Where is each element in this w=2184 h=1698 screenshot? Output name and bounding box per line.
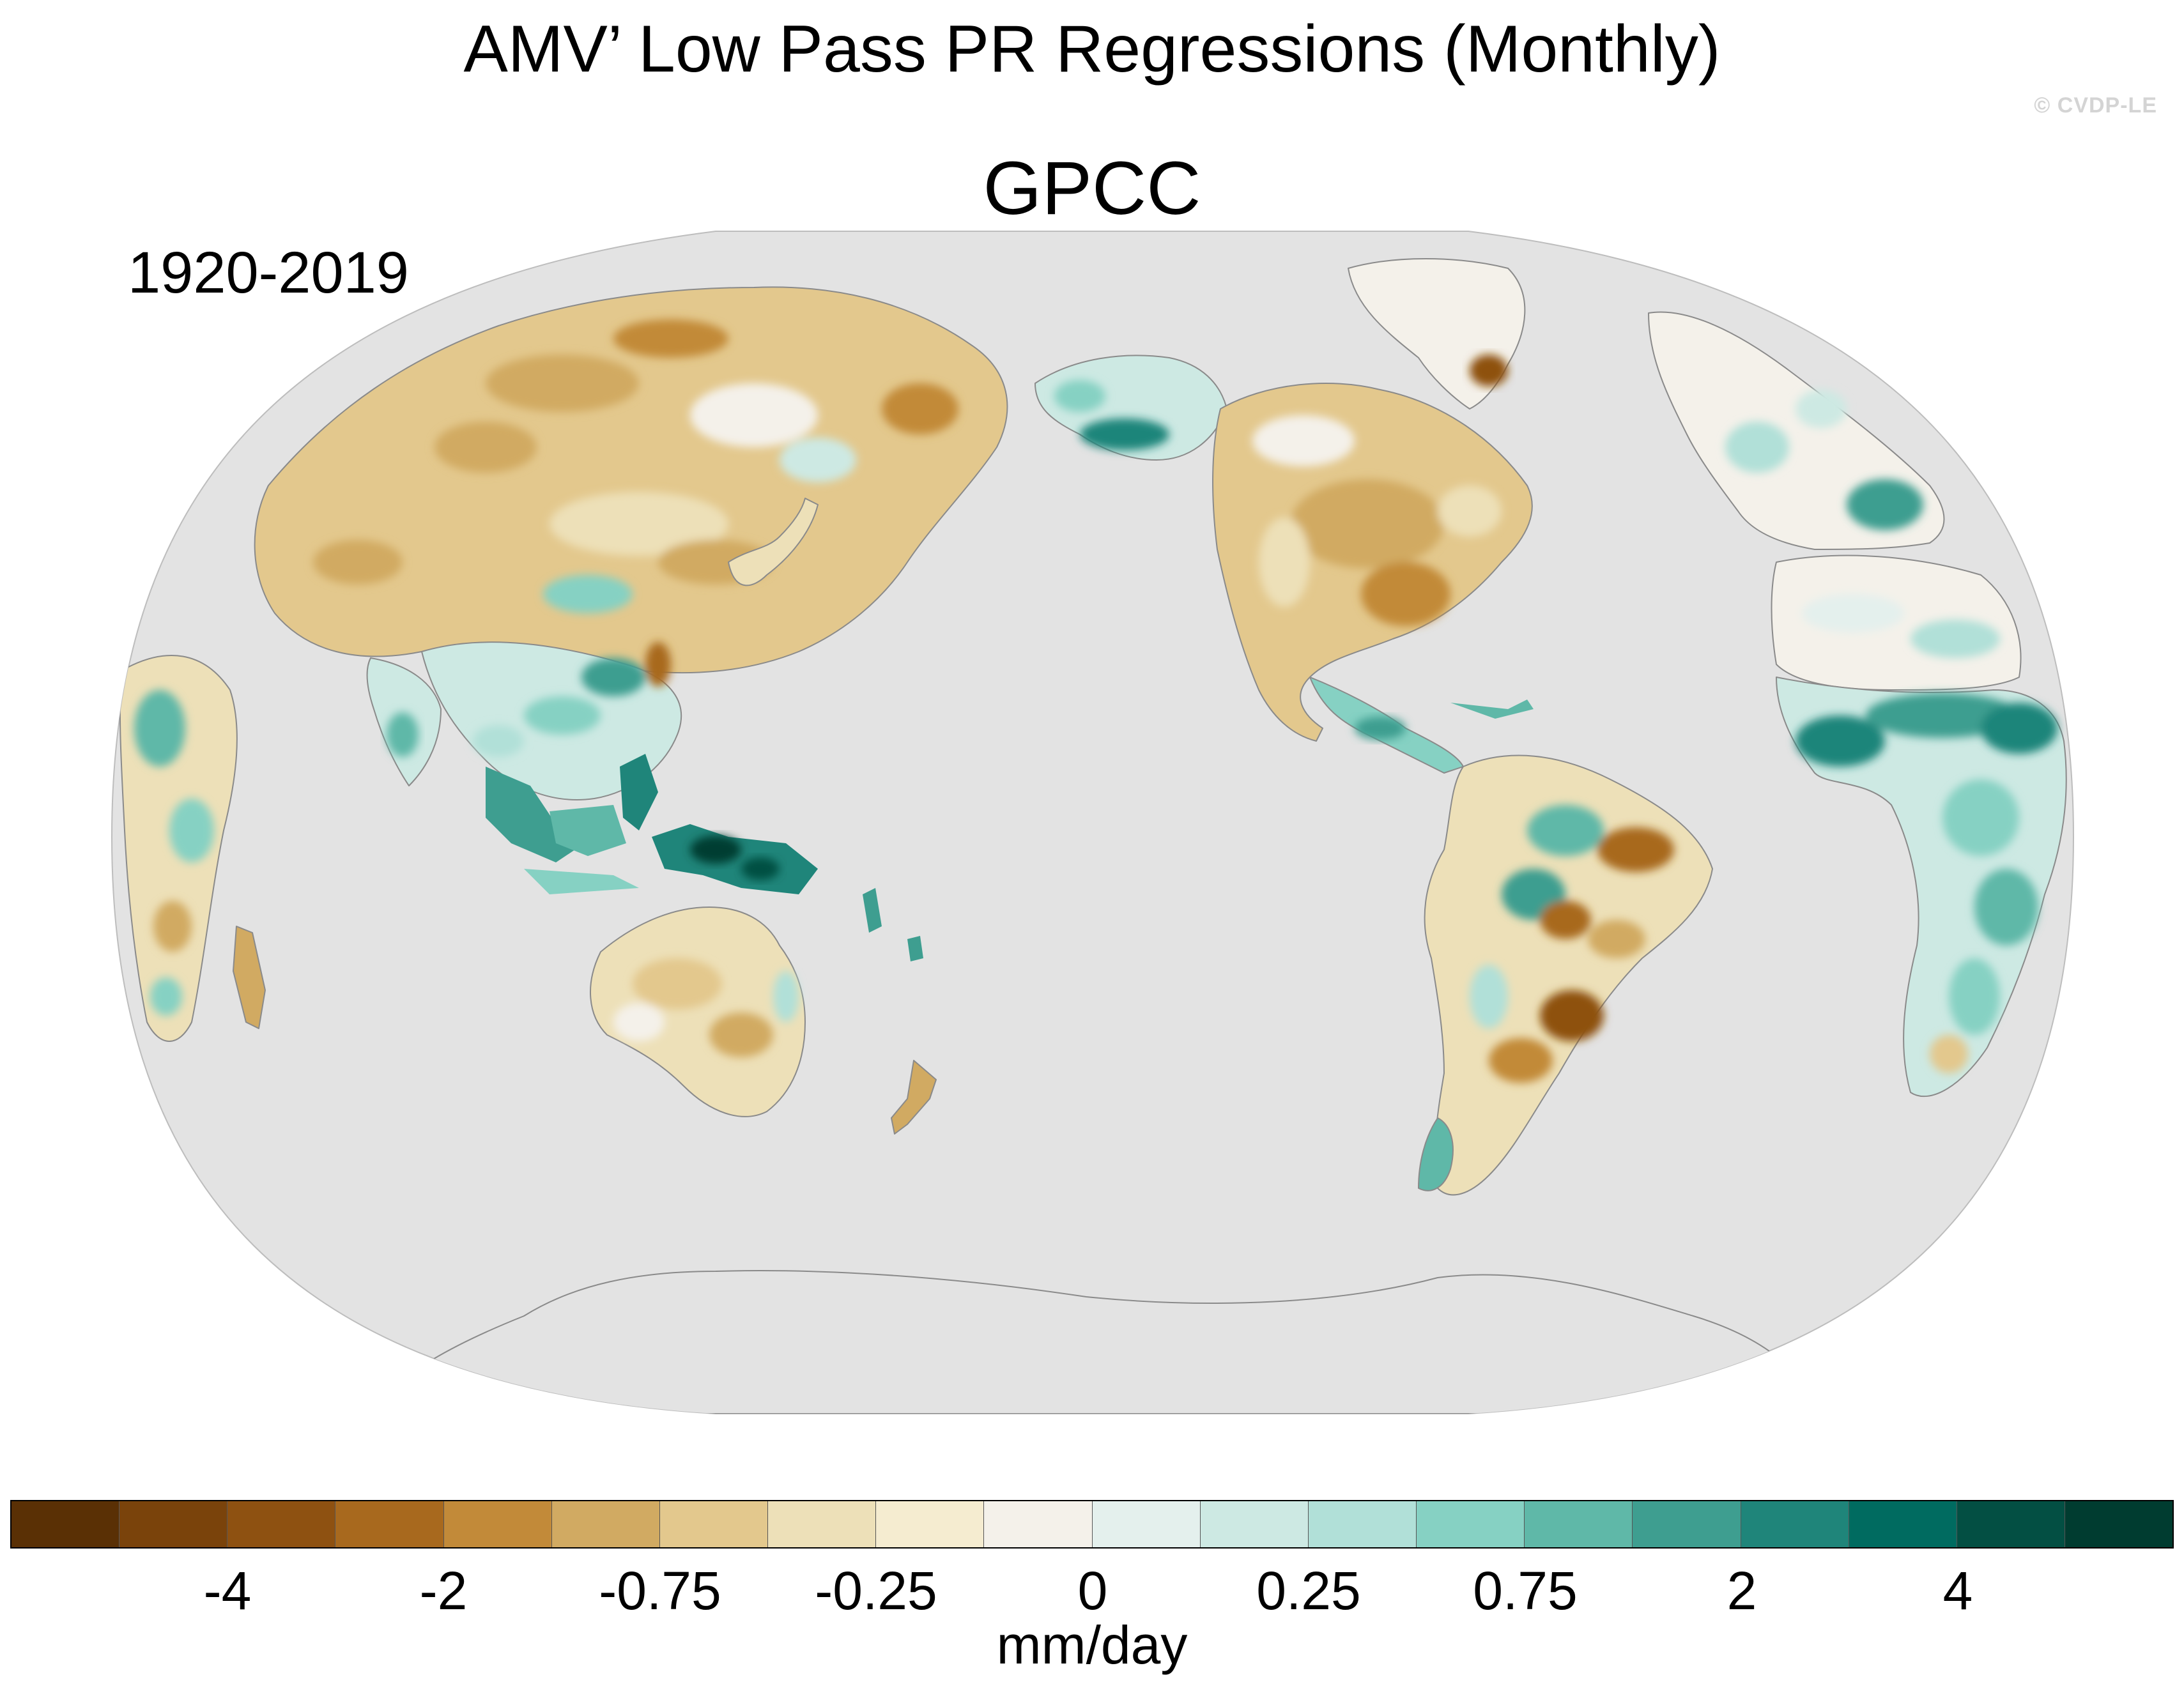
- region-west-africa: [119, 655, 238, 1042]
- region-central-america: [1309, 677, 1534, 774]
- colorbar: [10, 1500, 2174, 1549]
- colorbar-swatch: [1307, 1501, 1417, 1547]
- colorbar-swatch: [1956, 1501, 2065, 1547]
- region-north-america: [1212, 383, 1533, 742]
- region-south-america: [1424, 754, 1713, 1196]
- region-india: [366, 657, 442, 786]
- region-north-africa: [1771, 555, 2022, 691]
- region-siberia: [254, 286, 1008, 674]
- region-madagascar: [233, 926, 266, 1029]
- region-maritime-continent: [486, 754, 923, 961]
- colorbar-swatch: [1091, 1501, 1200, 1547]
- region-east-asia: [421, 641, 682, 800]
- colorbar-swatch: [1524, 1501, 1633, 1547]
- dataset-title: GPCC: [983, 146, 1201, 231]
- colorbar-swatch: [227, 1501, 335, 1547]
- colorbar-swatch: [1416, 1501, 1525, 1547]
- colorbar-swatch: [1848, 1501, 1957, 1547]
- colorbar-swatch: [12, 1501, 119, 1547]
- region-patagonia: [1418, 1117, 1454, 1191]
- figure-title: AMV’ Low Pass PR Regressions (Monthly): [463, 12, 1721, 86]
- region-australia: [590, 906, 806, 1117]
- region-japan: [728, 498, 819, 586]
- colorbar-swatch: [551, 1501, 659, 1547]
- colorbar-tick-label: 2: [1726, 1561, 1757, 1621]
- colorbar-tick-label: -0.25: [815, 1561, 937, 1621]
- colorbar-swatch: [443, 1501, 551, 1547]
- region-greenland: [1348, 258, 1526, 409]
- colorbar-swatch: [983, 1501, 1092, 1547]
- colorbar-tick-label: 4: [1942, 1561, 1973, 1621]
- region-new-zealand: [891, 1060, 937, 1135]
- colorbar-tick-label: 0.25: [1256, 1561, 1361, 1621]
- world-map: [111, 231, 2075, 1414]
- colorbar-swatch: [659, 1501, 768, 1547]
- colorbar-swatch: [335, 1501, 443, 1547]
- colorbar-swatch: [119, 1501, 227, 1547]
- colorbar-tick-label: 0: [1077, 1561, 1108, 1621]
- colorbar-tick-label: -2: [419, 1561, 468, 1621]
- colorbar-units: mm/day: [996, 1615, 1188, 1675]
- colorbar-tick-label: -0.75: [599, 1561, 721, 1621]
- region-europe: [1648, 311, 1945, 550]
- region-sahel-africa: [1776, 677, 2067, 1098]
- colorbar-swatch: [1740, 1501, 1849, 1547]
- colorbar-swatch: [1199, 1501, 1308, 1547]
- colorbar-tick-label: 0.75: [1473, 1561, 1578, 1621]
- colorbar-tick-label: -4: [203, 1561, 252, 1621]
- period-label: 1920-2019: [128, 240, 409, 305]
- colorbar-swatch: [875, 1501, 984, 1547]
- colorbar-swatch: [1632, 1501, 1741, 1547]
- credit-label: © CVDP-LE: [2034, 93, 2157, 118]
- colorbar-swatch: [2064, 1501, 2173, 1547]
- colorbar-swatch: [767, 1501, 876, 1547]
- region-alaska: [1034, 355, 1227, 461]
